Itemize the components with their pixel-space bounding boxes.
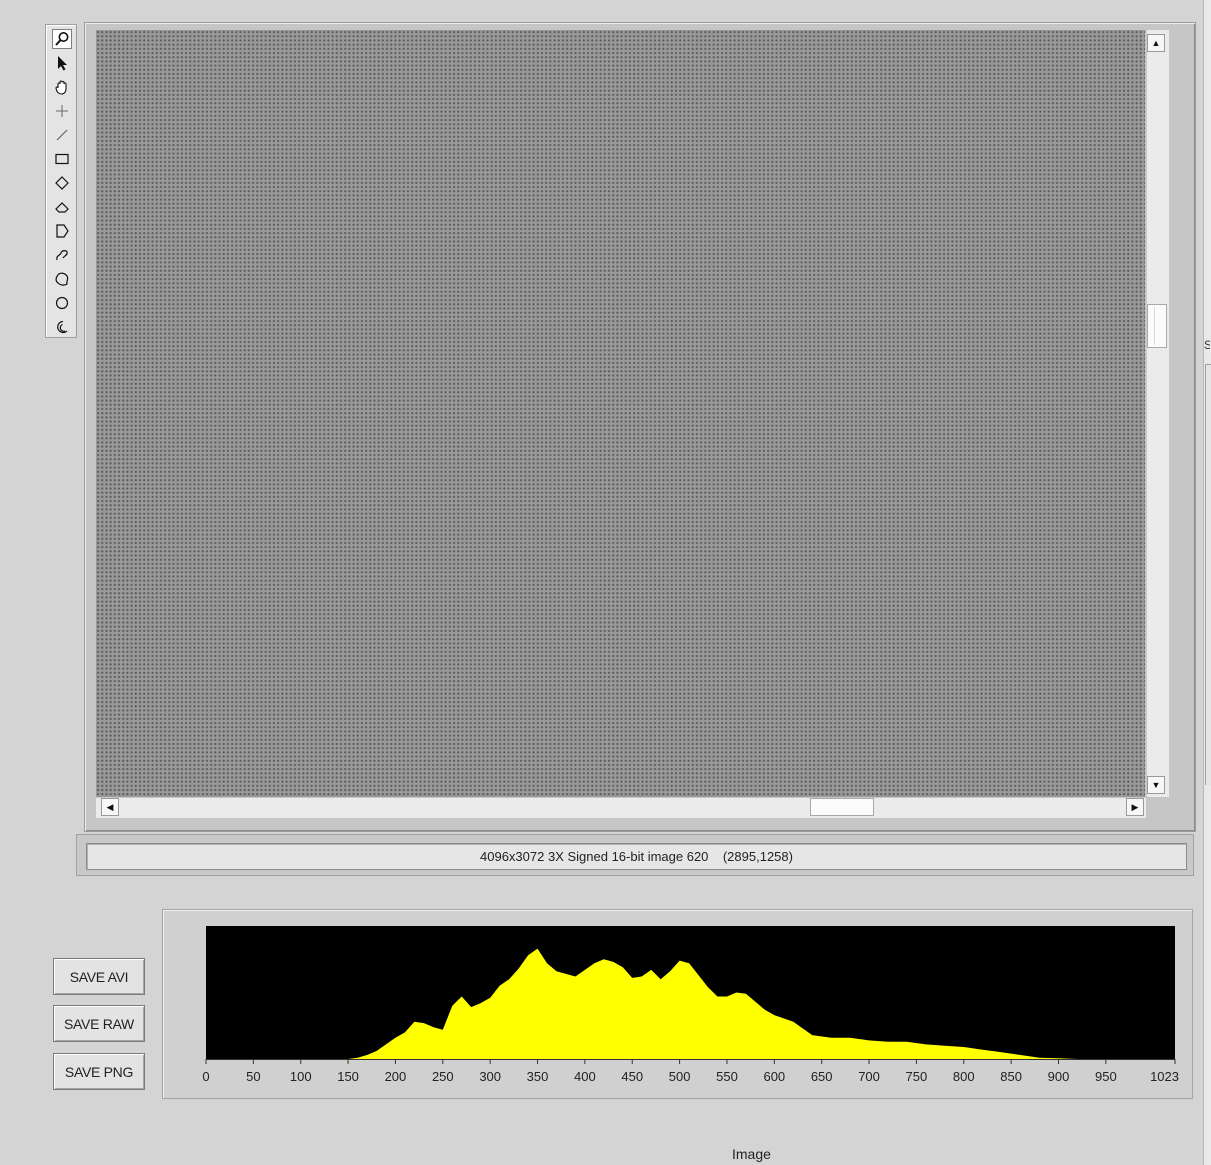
x-tick-label: 900	[1048, 1069, 1070, 1084]
oval-tool-icon[interactable]	[52, 293, 72, 313]
scroll-left-button[interactable]: ◀	[101, 798, 119, 816]
zoom-icon[interactable]	[52, 29, 72, 49]
polygon-tool-icon[interactable]	[52, 221, 72, 241]
x-tick-label: 700	[858, 1069, 880, 1084]
line-tool-icon[interactable]	[52, 125, 72, 145]
arrow-pointer-icon[interactable]	[52, 53, 72, 73]
image-info-indicator: 4096x3072 3X Signed 16-bit image 620 (28…	[86, 843, 1187, 870]
x-tick-label: 650	[811, 1069, 833, 1084]
annulus-sector-icon[interactable]	[52, 197, 72, 217]
rotated-rectangle-icon[interactable]	[52, 173, 72, 193]
x-tick-label: 750	[906, 1069, 928, 1084]
x-tick-label: 600	[763, 1069, 785, 1084]
histogram-chart: 0 50 100 150 200 250 300 350 400 450 500 550 600 650 7…	[202, 926, 1179, 1084]
x-tick-label: 50	[246, 1069, 260, 1084]
x-tick-label: 100	[290, 1069, 312, 1084]
x-tick-label: 500	[669, 1069, 691, 1084]
scroll-down-button[interactable]: ▼	[1147, 776, 1165, 794]
freehand-region-icon[interactable]	[52, 269, 72, 289]
arrow-left-icon: ◀	[106, 801, 114, 812]
x-tick-label: 250	[432, 1069, 454, 1084]
scroll-right-button[interactable]: ▶	[1126, 798, 1144, 816]
horizontal-scrollbar[interactable]	[96, 797, 1146, 818]
arrow-right-icon: ▶	[1131, 801, 1139, 812]
x-tick-label: 400	[574, 1069, 596, 1084]
image-canvas[interactable]	[96, 30, 1145, 797]
save-png-button[interactable]: SAVE PNG	[53, 1053, 145, 1090]
adjacent-panel-control	[1205, 364, 1211, 785]
image-caption: Image	[732, 1146, 771, 1162]
x-tick-label: 0	[202, 1069, 209, 1084]
x-tick-label: 950	[1095, 1069, 1117, 1084]
save-raw-button[interactable]: SAVE RAW	[53, 1005, 145, 1042]
arrow-up-icon: ▲	[1151, 38, 1161, 48]
vertical-scroll-thumb[interactable]	[1147, 304, 1167, 348]
horizontal-scroll-thumb[interactable]	[810, 798, 874, 816]
adjacent-panel-label: S	[1204, 338, 1210, 352]
arrow-down-icon: ▼	[1151, 780, 1161, 790]
freehand-line-icon[interactable]	[52, 245, 72, 265]
roi-tool-palette	[45, 24, 77, 338]
scroll-up-button[interactable]: ▲	[1147, 34, 1165, 52]
pan-hand-icon[interactable]	[52, 77, 72, 97]
rectangle-tool-icon[interactable]	[52, 149, 72, 169]
x-tick-label: 850	[1000, 1069, 1022, 1084]
x-tick-label: 550	[716, 1069, 738, 1084]
x-tick-label: 1023	[1150, 1069, 1179, 1084]
x-tick-label: 300	[479, 1069, 501, 1084]
vertical-scrollbar[interactable]	[1146, 30, 1169, 797]
annulus-tool-icon[interactable]	[52, 317, 72, 337]
histogram-area	[206, 948, 1175, 1059]
x-tick-label: 350	[527, 1069, 549, 1084]
x-tick-label: 200	[385, 1069, 407, 1084]
crosshair-point-icon[interactable]	[52, 101, 72, 121]
x-tick-label: 800	[953, 1069, 975, 1084]
x-tick-label: 450	[621, 1069, 643, 1084]
x-tick-label: 150	[337, 1069, 359, 1084]
save-avi-button[interactable]: SAVE AVI	[53, 958, 145, 995]
